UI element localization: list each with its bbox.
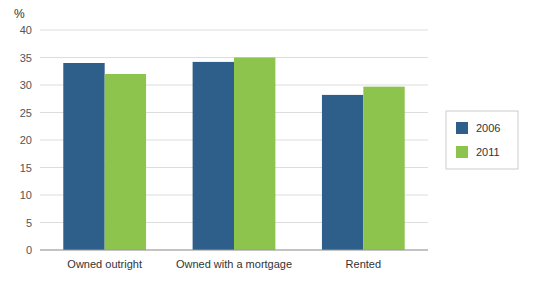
y-tick-label: 20 xyxy=(20,134,32,146)
chart: % 0 5 10 15 20 25 30 35 40 Owned outright Owned wit… xyxy=(0,0,538,284)
y-tick-label: 30 xyxy=(20,79,32,91)
bar xyxy=(322,95,363,250)
legend-box xyxy=(446,111,518,169)
legend-swatch xyxy=(456,146,468,158)
y-tick-label: 40 xyxy=(20,24,32,36)
x-axis-line xyxy=(40,250,428,251)
y-tick-label: 10 xyxy=(20,189,32,201)
grid-line xyxy=(40,30,428,31)
bars xyxy=(63,58,404,251)
bar xyxy=(105,74,146,250)
bar xyxy=(193,62,234,250)
legend-label: 2011 xyxy=(476,146,500,158)
legend-label: 2006 xyxy=(476,122,500,134)
y-tick-label: 0 xyxy=(26,244,32,256)
y-tick-label: 25 xyxy=(20,107,32,119)
y-axis-label: % xyxy=(14,7,25,21)
grid-line xyxy=(40,250,428,251)
bar xyxy=(363,87,404,250)
legend-swatch xyxy=(456,122,468,134)
legend: 2006 2011 xyxy=(446,111,518,169)
x-tick-label: Rented xyxy=(346,258,381,270)
x-tick-label: Owned outright xyxy=(67,258,142,270)
y-tick-label: 5 xyxy=(26,217,32,229)
bar xyxy=(63,63,104,250)
grid xyxy=(40,30,428,250)
x-tick-label: Owned with a mortgage xyxy=(176,258,292,270)
y-tick-label: 35 xyxy=(20,52,32,64)
bar xyxy=(234,58,275,251)
y-tick-label: 15 xyxy=(20,162,32,174)
chart-container: % 0 5 10 15 20 25 30 35 40 Owned outright Owned wit… xyxy=(0,0,538,284)
